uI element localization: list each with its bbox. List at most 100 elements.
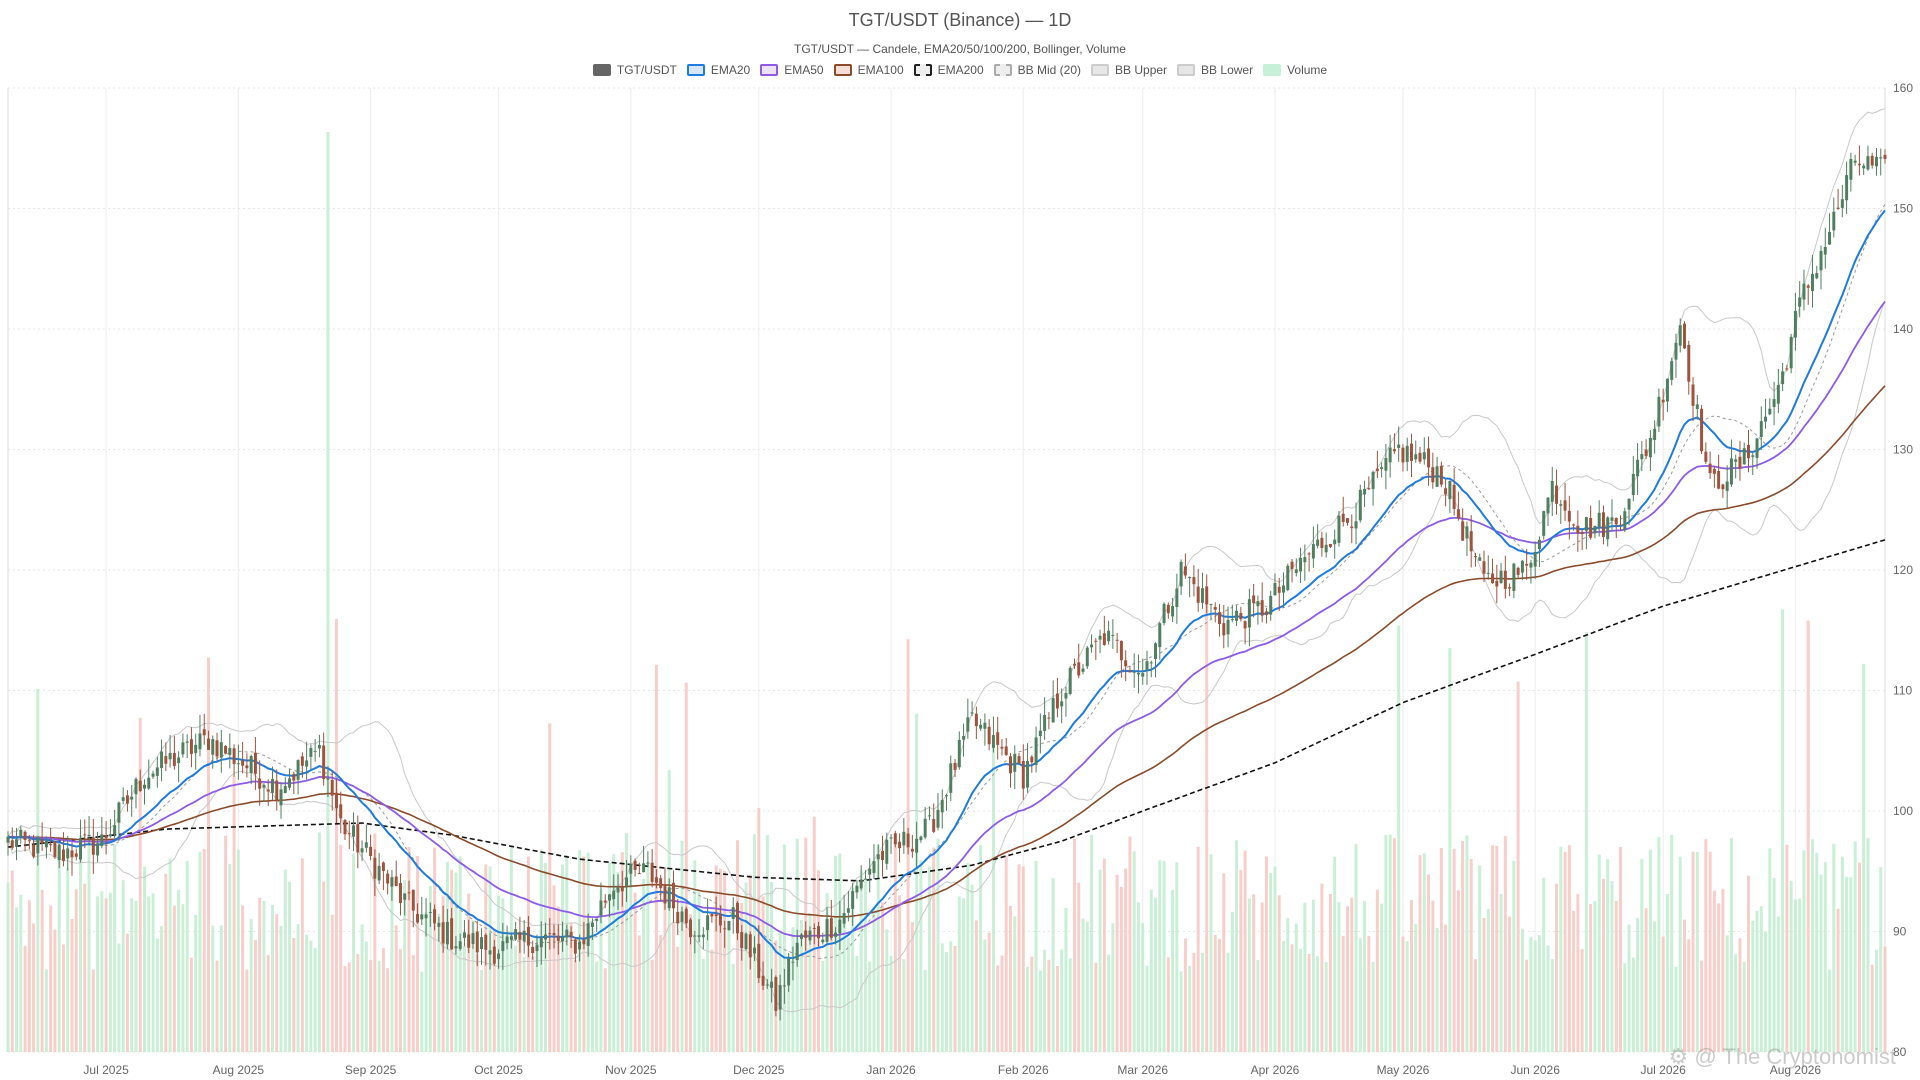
candle-body (138, 780, 142, 791)
volume-bar (194, 914, 198, 1052)
volume-bar (83, 883, 87, 1052)
legend-item[interactable]: TGT/USDT (592, 63, 677, 77)
candle-body (573, 939, 577, 954)
volume-bar (125, 933, 129, 1052)
candle-body (932, 819, 936, 832)
volume-bar (1657, 837, 1661, 1052)
volume-bar (1661, 936, 1665, 1052)
volume-bar (1452, 848, 1456, 1052)
volume-bar (565, 855, 569, 1052)
volume-bar (663, 899, 667, 1052)
volume-bar (1444, 924, 1448, 1052)
legend-item[interactable]: EMA50 (760, 63, 824, 77)
candle-body (970, 712, 974, 714)
candle-body (6, 836, 10, 843)
candle-body (966, 717, 970, 732)
volume-bar (1239, 869, 1243, 1052)
bb-mid-line (7, 204, 1886, 960)
ema200-line (7, 539, 1886, 882)
candle-body (1145, 661, 1149, 671)
volume-bar (1606, 859, 1610, 1052)
candle-body (1512, 563, 1516, 591)
candle-body (996, 732, 1000, 745)
candle-body (1047, 717, 1051, 719)
volume-bar (608, 862, 611, 1052)
candle-body (1636, 459, 1640, 477)
candle-body (420, 914, 424, 920)
legend-item[interactable]: BB Upper (1091, 63, 1167, 77)
candle-body (1243, 621, 1247, 629)
volume-bar (1648, 849, 1652, 1052)
candle-body (1725, 481, 1729, 491)
candle-body (949, 763, 953, 793)
volume-bar (1175, 862, 1179, 1052)
candle-body (552, 933, 556, 935)
volume-bar (1414, 924, 1418, 1052)
volume-bar (347, 962, 351, 1052)
legend-item[interactable]: BB Lower (1177, 63, 1253, 77)
candle-body (979, 724, 983, 729)
candle-body (1213, 607, 1217, 610)
candle-body (224, 745, 228, 754)
candle-body (1397, 444, 1401, 448)
volume-bar (1205, 596, 1209, 1052)
legend-item[interactable]: EMA20 (686, 63, 750, 77)
volume-bar (288, 881, 292, 1052)
candle-body (1136, 672, 1140, 675)
volume-bar (1815, 852, 1819, 1052)
candle-body (1158, 623, 1162, 648)
volume-bar (974, 920, 978, 1052)
candle-body (1465, 526, 1469, 539)
volume-bar (633, 892, 637, 1052)
candle-body (885, 839, 889, 864)
legend-item[interactable]: Volume (1263, 63, 1327, 77)
legend-item[interactable]: EMA200 (913, 63, 984, 77)
watermark: ⚙ @ The Cryptonomist (1668, 1044, 1897, 1069)
candle-body (411, 889, 415, 911)
legend-label: EMA50 (784, 63, 824, 77)
candle-body (770, 981, 774, 988)
legend-item[interactable]: BB Mid (20) (993, 63, 1081, 77)
volume-bar (1627, 924, 1631, 1052)
candle-body (1653, 428, 1657, 441)
candle-body (1324, 544, 1328, 553)
candle-body (1418, 452, 1422, 462)
candle-body (1516, 567, 1520, 575)
candle-body (1328, 543, 1332, 547)
candle-body (1555, 485, 1559, 504)
volume-bar (1107, 954, 1111, 1052)
candle-body (1260, 600, 1264, 616)
candle-body (642, 863, 646, 873)
candle-body (697, 935, 701, 937)
volume-bar (1316, 956, 1320, 1052)
candle-body (1828, 231, 1832, 245)
candle-body (671, 882, 675, 909)
volume-bar (1409, 899, 1413, 1052)
candle-body (1013, 753, 1017, 772)
candle-body (723, 928, 727, 930)
legend-swatch (686, 64, 705, 76)
candle-body (283, 786, 287, 793)
volume-bar (398, 949, 402, 1052)
candle-body (1354, 521, 1358, 529)
candle-body (804, 930, 808, 938)
volume-bar (1670, 835, 1674, 1052)
candle-body (1550, 481, 1554, 502)
candle-body (202, 729, 206, 736)
candle-body (608, 894, 611, 901)
volume-bar (838, 853, 842, 1052)
volume-bar (441, 896, 445, 1052)
volume-bar (6, 882, 10, 1052)
candle-body (1751, 455, 1755, 457)
volume-bar (1533, 940, 1537, 1052)
candle-body (765, 984, 769, 986)
candle-body (1478, 557, 1482, 561)
candle-body (279, 789, 283, 806)
volume-bar (1307, 953, 1311, 1052)
volume-bar (1333, 856, 1337, 1052)
candle-body (1815, 273, 1819, 279)
legend-item[interactable]: EMA100 (833, 63, 904, 77)
volume-bar (262, 900, 266, 1052)
candle-body (1358, 489, 1362, 521)
volume-bar (462, 945, 466, 1052)
